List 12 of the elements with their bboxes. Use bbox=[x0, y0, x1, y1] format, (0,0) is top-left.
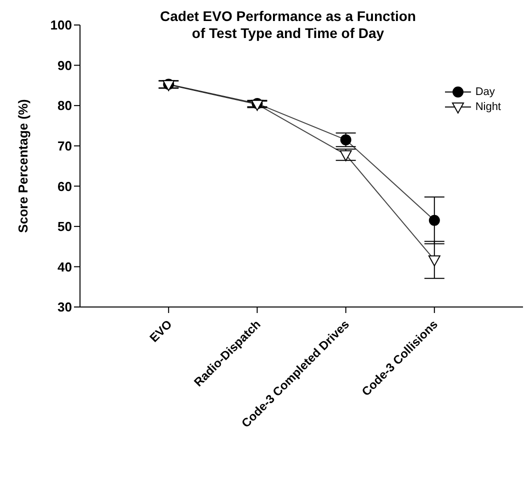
y-tick-label: 40 bbox=[58, 259, 72, 274]
y-tick-label: 90 bbox=[58, 58, 72, 73]
y-tick-label: 100 bbox=[50, 18, 72, 33]
y-tick-label: 50 bbox=[58, 219, 72, 234]
y-tick-label: 80 bbox=[58, 98, 72, 114]
y-tick-label: 60 bbox=[58, 178, 72, 194]
y-tick-label: 30 bbox=[58, 300, 72, 315]
chart-title: Cadet EVO Performance as a Function of Test Type and Time of Day bbox=[159, 8, 417, 42]
legend-label: Night bbox=[475, 100, 501, 112]
y-tick-label: 70 bbox=[58, 138, 72, 154]
legend-label: Day bbox=[475, 86, 495, 98]
y-axis-title: Score Percentage (%) bbox=[16, 99, 31, 233]
